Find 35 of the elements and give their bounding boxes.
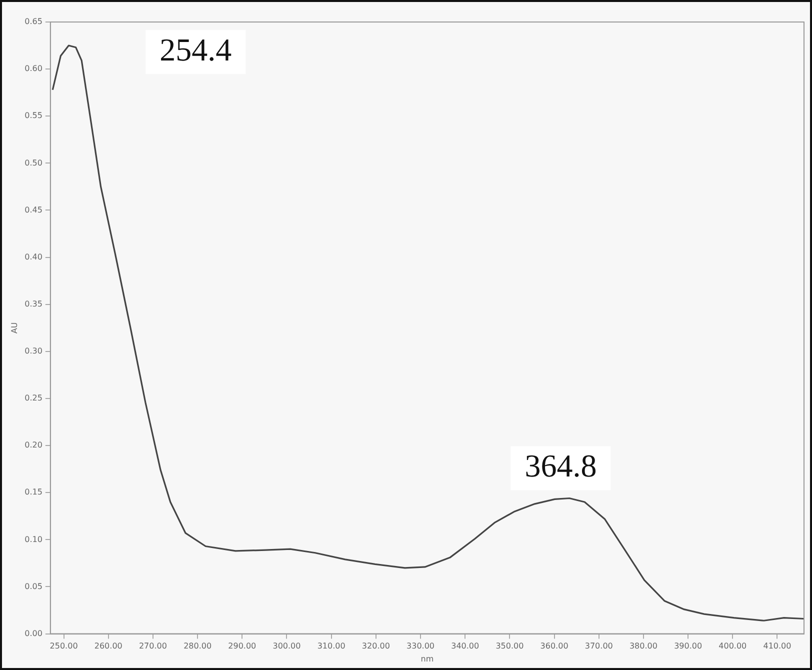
x-tick-label: 270.00: [138, 642, 167, 651]
y-tick-label: 0.10: [24, 534, 42, 544]
y-tick-label: 0.30: [24, 346, 42, 356]
x-tick-label: 390.00: [674, 642, 702, 651]
x-tick-label: 370.00: [584, 642, 613, 651]
x-tick-label: 330.00: [406, 642, 435, 651]
x-tick-label: 280.00: [184, 642, 212, 651]
x-tick-label: 410.00: [763, 642, 792, 651]
y-tick-label: 0.55: [24, 111, 42, 120]
y-tick-label: 0.45: [24, 205, 42, 214]
x-axis-title: nm: [420, 654, 434, 664]
y-tick-label: 0.05: [24, 582, 42, 591]
y-tick-label: 0.20: [24, 440, 42, 450]
x-tick-label: 360.00: [540, 642, 568, 651]
x-tick-label: 310.00: [317, 642, 346, 651]
y-tick-label: 0.40: [24, 252, 42, 262]
x-tick-label: 380.00: [629, 642, 658, 651]
annotation: 364.8: [524, 448, 597, 484]
x-tick-label: 340.00: [451, 642, 480, 651]
y-tick-label: 0.25: [24, 394, 42, 403]
y-axis-title: AU: [10, 322, 19, 334]
x-tick-label: 320.00: [362, 642, 390, 651]
y-tick-label: 0.15: [24, 488, 42, 497]
y-tick-label: 0.65: [24, 17, 42, 26]
y-tick-label: 0.00: [24, 628, 42, 638]
x-tick-label: 260.00: [94, 642, 122, 651]
x-tick-label: 350.00: [496, 642, 524, 651]
x-tick-label: 300.00: [272, 642, 301, 651]
y-tick-label: 0.35: [24, 299, 42, 308]
x-tick-label: 290.00: [228, 642, 256, 651]
y-tick-label: 0.50: [24, 158, 42, 168]
annotation: 254.4: [160, 31, 232, 68]
y-tick-label: 0.60: [24, 64, 42, 74]
x-tick-label: 400.00: [718, 642, 747, 651]
x-tick-label: 250.00: [50, 642, 78, 651]
